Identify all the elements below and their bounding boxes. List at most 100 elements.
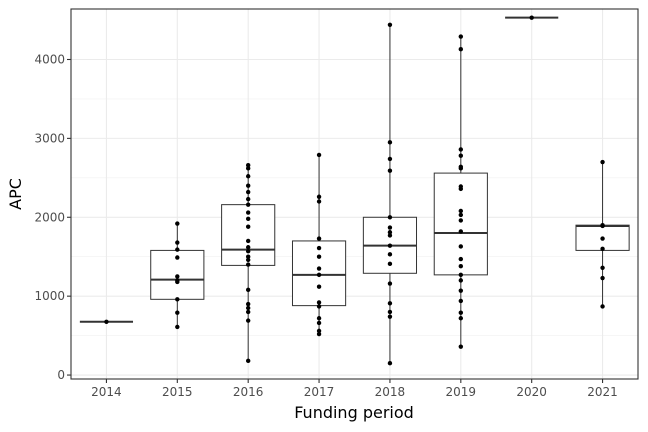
data-point: [316, 236, 322, 241]
data-point: [316, 284, 322, 289]
data-point: [529, 15, 534, 20]
data-point: [387, 252, 393, 257]
data-point: [458, 256, 464, 262]
data-point: [245, 238, 251, 244]
data-point: [600, 223, 605, 229]
y-axis-title: APC: [6, 178, 25, 210]
data-point: [316, 316, 322, 321]
data-point: [458, 310, 464, 315]
data-point: [458, 244, 464, 249]
data-point: [458, 272, 464, 278]
data-point: [316, 320, 322, 326]
data-point: [458, 153, 464, 158]
data-point: [458, 186, 464, 192]
data-point: [387, 233, 393, 238]
data-point: [387, 301, 393, 306]
data-point: [245, 257, 251, 263]
data-point: [175, 297, 180, 302]
data-point: [316, 304, 322, 309]
x-tick-label: 2018: [375, 385, 406, 399]
points-layer: [104, 15, 605, 366]
y-tick-label: 0: [57, 368, 65, 382]
data-point: [387, 140, 393, 145]
data-point: [245, 210, 251, 215]
data-point: [387, 281, 393, 286]
y-axis: 0 1000 2000 3000 4000: [34, 52, 71, 382]
data-point: [316, 152, 322, 158]
data-point: [600, 304, 605, 309]
data-point: [245, 189, 251, 195]
data-point: [458, 288, 464, 293]
data-point: [175, 310, 180, 315]
data-point: [245, 287, 251, 293]
data-point: [316, 272, 322, 278]
data-point: [245, 254, 251, 259]
data-point: [245, 309, 251, 315]
data-point: [316, 254, 322, 259]
data-point: [175, 274, 180, 279]
data-point: [104, 319, 109, 325]
data-point: [387, 168, 393, 173]
data-point: [245, 202, 251, 207]
data-point: [600, 275, 605, 281]
data-point: [245, 248, 251, 254]
x-tick-label: 2015: [162, 385, 193, 399]
data-point: [245, 318, 251, 323]
x-tick-label: 2017: [304, 385, 335, 399]
x-tick-label: 2020: [516, 385, 547, 399]
data-point: [387, 309, 393, 315]
data-point: [245, 196, 251, 202]
data-point: [316, 194, 322, 199]
y-tick-label: 2000: [34, 210, 65, 224]
y-tick-label: 4000: [34, 52, 65, 66]
data-point: [245, 358, 251, 364]
data-point: [175, 240, 180, 245]
x-axis: 2014 2015 2016 2017 2018 2019 2020 2021: [91, 379, 618, 399]
data-point: [458, 208, 464, 214]
data-point: [458, 147, 464, 152]
data-point: [387, 361, 393, 366]
data-point: [458, 34, 464, 39]
data-point: [458, 47, 464, 52]
data-point: [458, 263, 464, 269]
data-point: [458, 229, 464, 234]
x-axis-title: Funding period: [294, 403, 414, 422]
data-point: [600, 236, 605, 241]
data-point: [458, 344, 464, 349]
data-point: [458, 218, 464, 223]
data-point: [245, 183, 251, 188]
data-point: [175, 247, 180, 252]
data-point: [600, 159, 605, 165]
data-point: [387, 230, 393, 235]
plot-panel-background: [71, 9, 638, 379]
data-point: [245, 166, 251, 171]
data-point: [387, 22, 393, 27]
data-point: [245, 305, 251, 311]
data-point: [387, 243, 393, 248]
data-point: [458, 298, 464, 304]
data-point: [316, 331, 322, 337]
data-point: [387, 215, 393, 220]
data-point: [175, 221, 180, 226]
x-tick-label: 2021: [587, 385, 618, 399]
data-point: [245, 163, 251, 168]
data-point: [316, 199, 322, 204]
data-point: [458, 212, 464, 218]
x-tick-label: 2019: [446, 385, 477, 399]
data-point: [245, 262, 251, 267]
data-point: [600, 265, 605, 270]
x-tick-label: 2016: [233, 385, 264, 399]
y-tick-label: 3000: [34, 131, 65, 145]
data-point: [316, 266, 322, 271]
data-point: [175, 279, 180, 285]
data-point: [175, 324, 180, 330]
data-point: [458, 316, 464, 321]
data-point: [245, 245, 251, 250]
data-point: [600, 246, 605, 252]
data-point: [387, 225, 393, 230]
data-point: [245, 216, 251, 222]
plot-panel-border: [70, 8, 639, 380]
data-point: [387, 156, 393, 162]
data-point: [316, 300, 322, 305]
